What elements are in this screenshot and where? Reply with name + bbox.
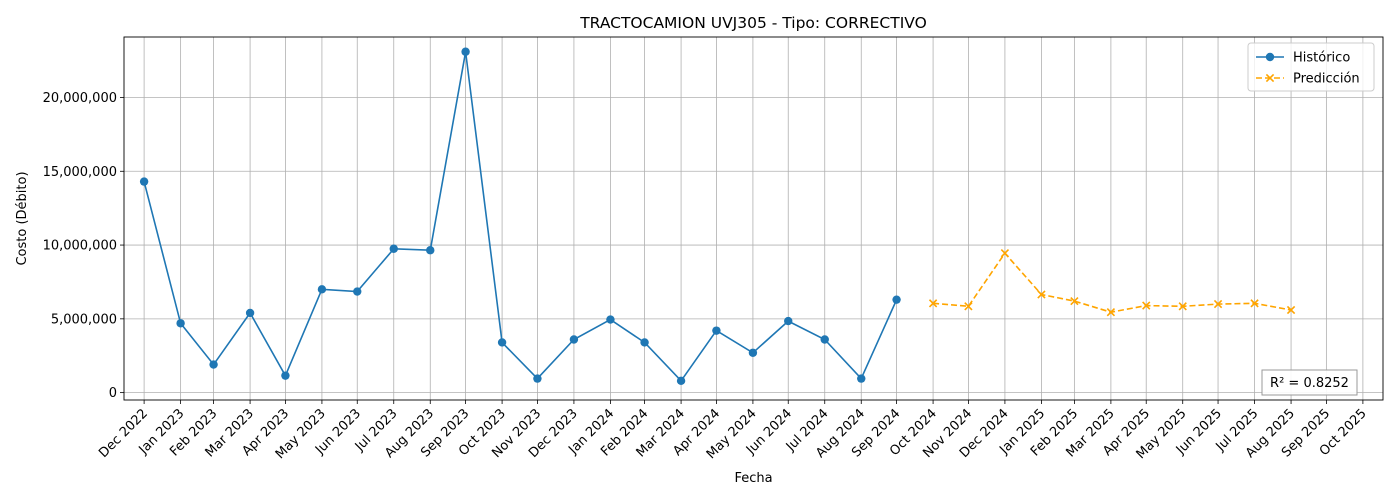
y-tick-label: 5,000,000 xyxy=(51,312,117,327)
x-axis-title: Fecha xyxy=(734,471,772,486)
series-layer xyxy=(139,47,1296,386)
series-line xyxy=(933,251,1292,314)
data-point xyxy=(1142,301,1151,310)
legend: Histórico Predicción xyxy=(1247,42,1375,92)
data-point xyxy=(640,338,649,347)
data-point xyxy=(676,376,686,386)
r-squared-text: R² = 0.8252 xyxy=(1270,376,1349,391)
data-point xyxy=(209,360,218,369)
legend-label: Histórico xyxy=(1293,51,1350,66)
data-point xyxy=(461,47,470,56)
annotation-box xyxy=(1261,369,1358,396)
data-point xyxy=(606,315,615,324)
legend-label: Predicción xyxy=(1293,72,1360,87)
data-point xyxy=(748,348,758,357)
series-line xyxy=(143,51,898,383)
data-point xyxy=(1070,296,1079,306)
data-point xyxy=(857,374,866,383)
data-point xyxy=(1250,299,1259,308)
y-tick-label: 20,000,000 xyxy=(43,91,117,106)
data-point xyxy=(569,335,579,344)
series-prediccion xyxy=(928,249,1296,317)
data-point xyxy=(353,287,362,296)
chart-title: TRACTOCAMION UVJ305 - Tipo: CORRECTIVO xyxy=(579,14,927,32)
legend-marker xyxy=(1265,52,1275,62)
y-tick-label: 10,000,000 xyxy=(43,239,117,254)
data-point xyxy=(964,302,973,311)
legend-box xyxy=(1247,42,1375,92)
legend-marker xyxy=(1265,73,1275,83)
data-point xyxy=(176,319,185,328)
y-axis-title: Costo (Débito) xyxy=(15,171,30,265)
data-point xyxy=(928,299,938,308)
data-point xyxy=(1106,308,1116,317)
legend-item: Predicción xyxy=(1256,72,1360,87)
data-point xyxy=(1178,302,1187,311)
r-squared-annotation: R² = 0.8252 xyxy=(1261,369,1358,396)
data-point xyxy=(497,338,507,347)
data-point xyxy=(712,326,721,335)
data-point xyxy=(1000,249,1010,258)
data-point xyxy=(389,244,398,253)
data-point xyxy=(892,295,901,304)
data-point xyxy=(533,374,542,383)
data-point xyxy=(281,371,290,380)
grid xyxy=(124,37,1383,400)
legend-item: Histórico xyxy=(1256,51,1350,66)
y-tick-label: 0 xyxy=(109,386,117,401)
data-point xyxy=(1286,305,1296,315)
data-point xyxy=(426,246,435,255)
data-point xyxy=(784,316,793,326)
data-point xyxy=(139,177,149,186)
y-tick-label: 15,000,000 xyxy=(43,165,117,180)
data-point xyxy=(1037,290,1046,299)
data-point xyxy=(317,285,327,294)
data-point xyxy=(245,308,255,318)
plot-frame xyxy=(123,36,1384,401)
series-historico xyxy=(139,47,901,386)
data-point xyxy=(820,335,829,344)
data-point xyxy=(1213,299,1223,309)
